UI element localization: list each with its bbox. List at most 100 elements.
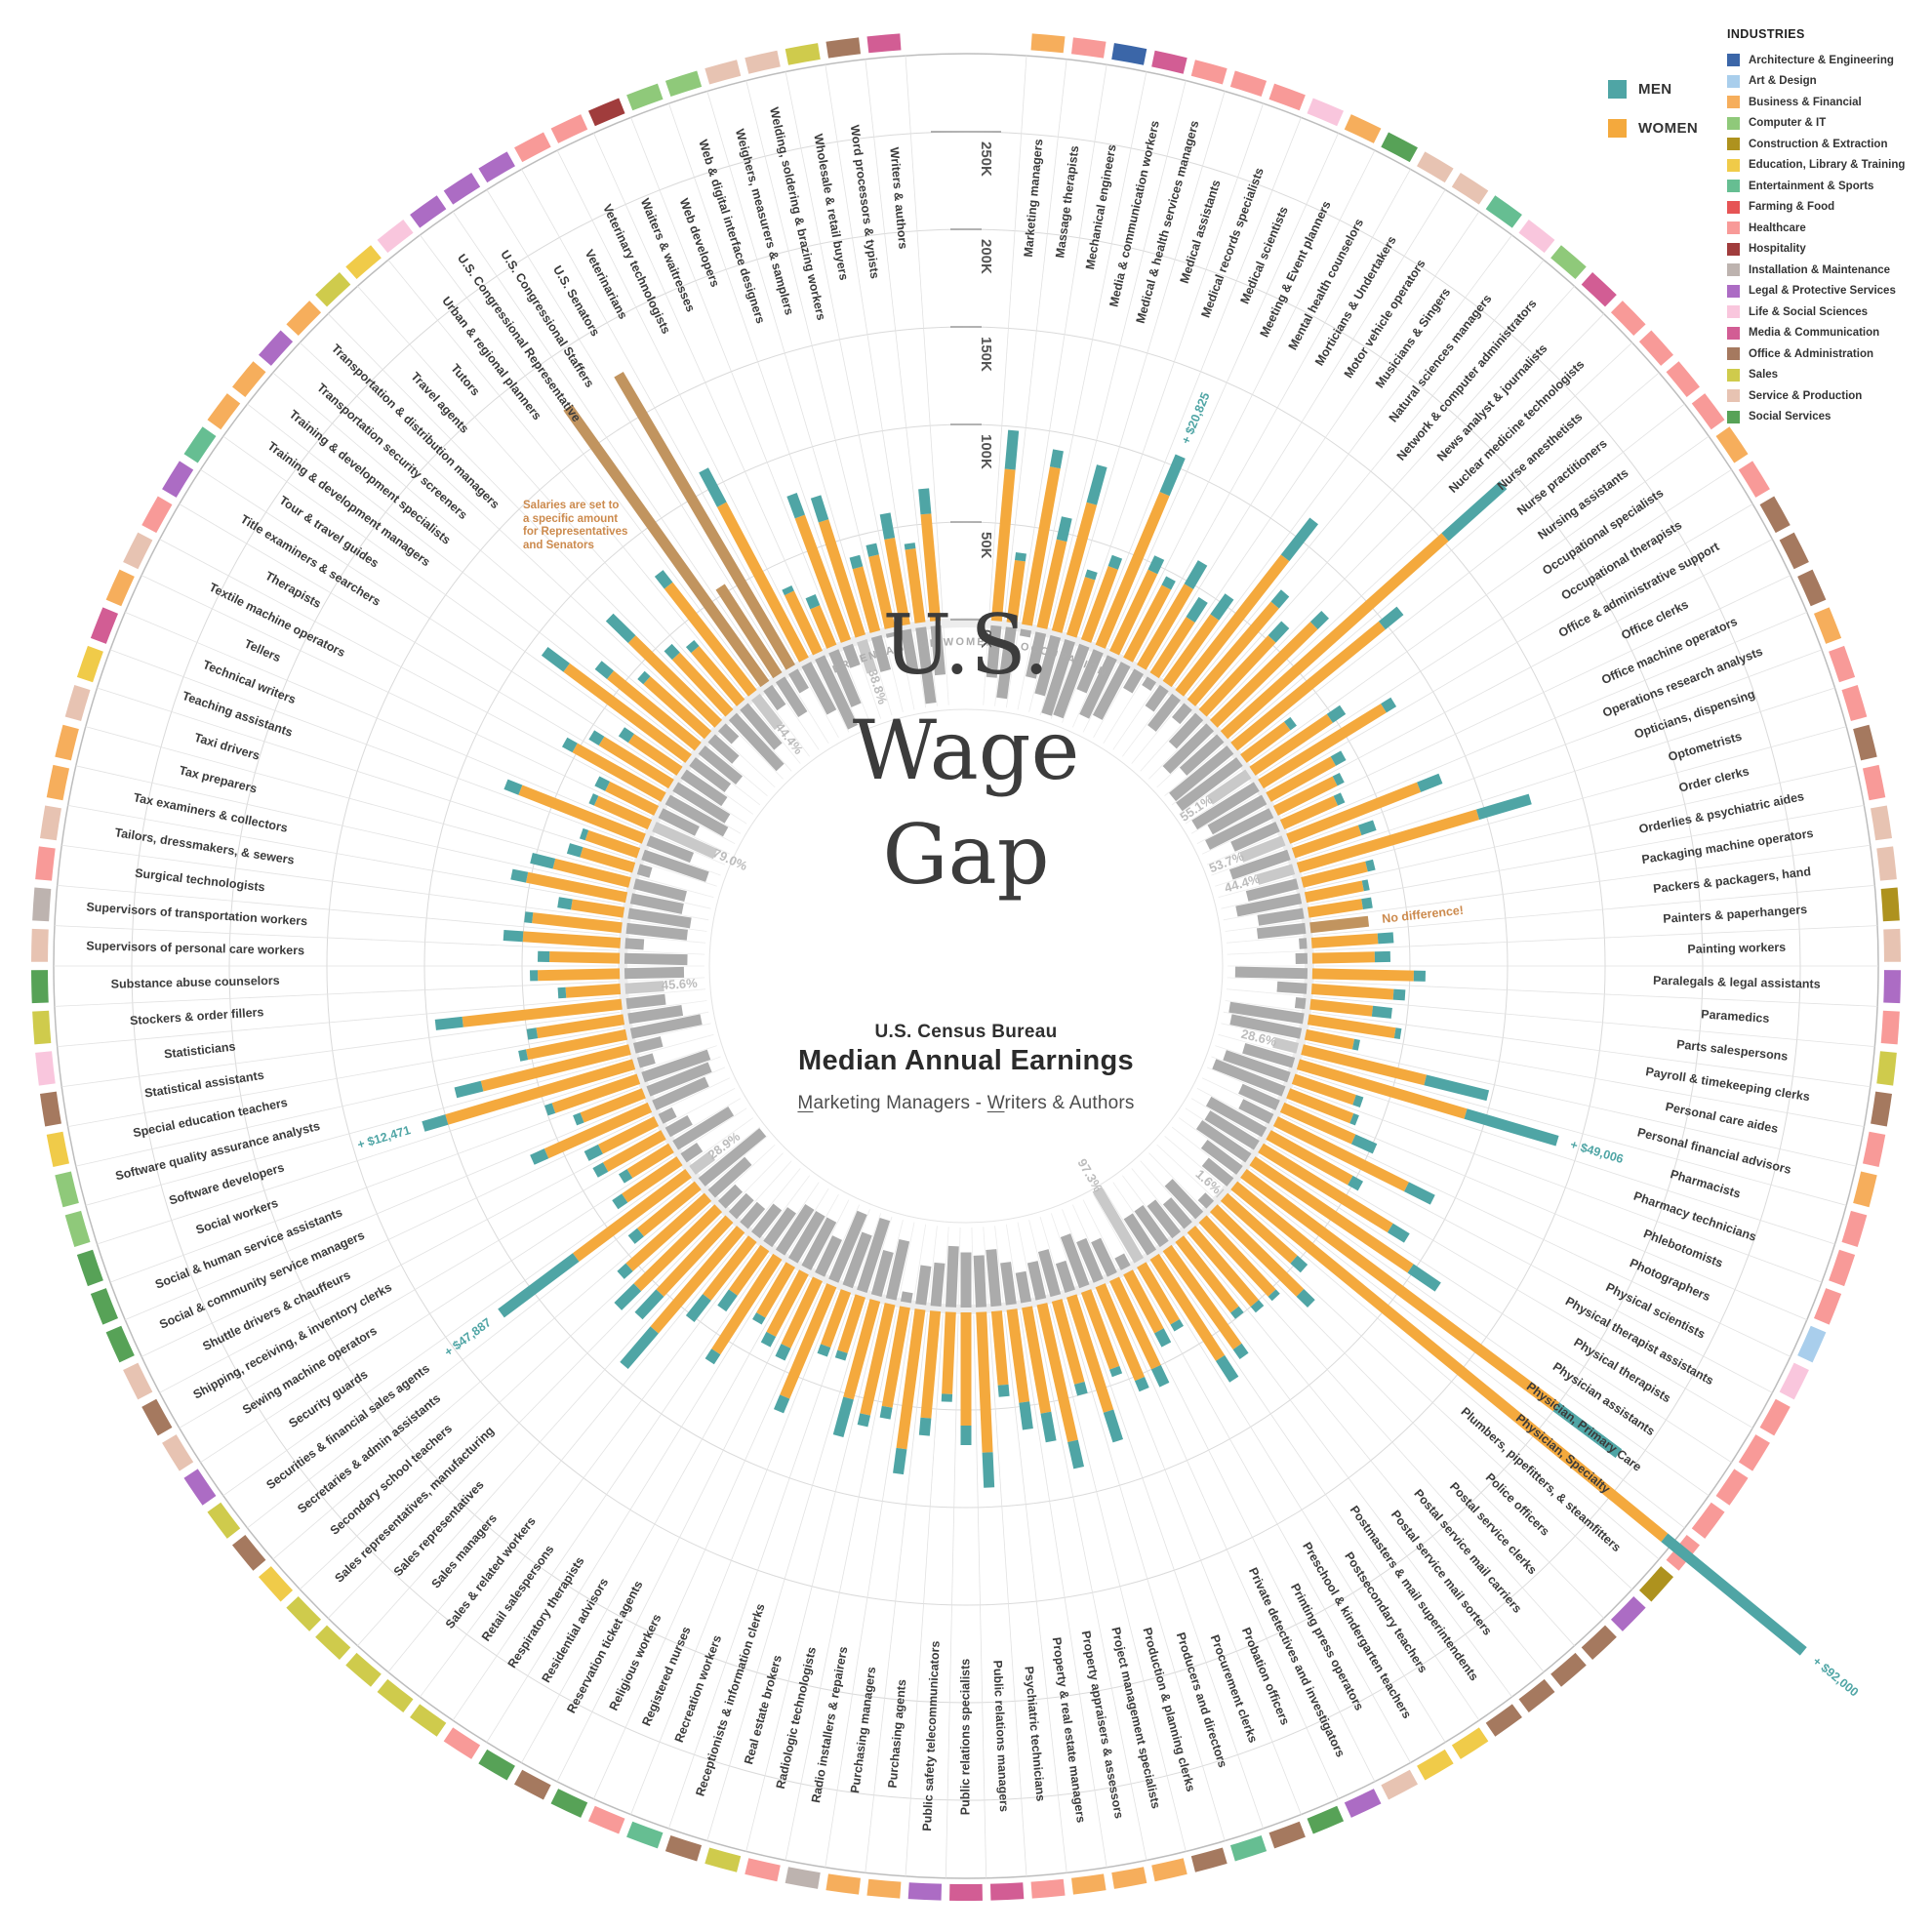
spoke-gridline	[593, 1284, 825, 1799]
industry-label: Life & Social Sciences	[1749, 305, 1869, 318]
men-gap-bar	[530, 853, 556, 869]
occupation-spoke	[524, 911, 688, 941]
spoke-gridline	[1240, 1181, 1685, 1529]
industry-ring-segment	[259, 330, 294, 366]
occupation-spoke	[1207, 750, 1347, 835]
occupation-label: Mental health counselors	[1286, 217, 1367, 352]
pct-women-bar	[636, 864, 653, 878]
women-earnings-bar	[860, 1303, 896, 1416]
occupation-label: Real estate brokers	[742, 1654, 785, 1766]
inner-spoke-gridline	[1164, 745, 1225, 797]
occupation-spoke	[664, 643, 785, 772]
occupation-spoke	[434, 993, 666, 1030]
inner-spoke-gridline	[717, 1144, 776, 1199]
occupation-spoke	[752, 1210, 825, 1325]
men-gap-bar	[584, 1144, 603, 1161]
men-gap-bar	[1393, 1027, 1402, 1039]
inner-spoke-gridline	[898, 632, 915, 710]
occupation-spoke	[1238, 1099, 1435, 1205]
spoke-gridline	[1148, 1263, 1446, 1743]
inner-spoke-gridline	[1227, 977, 1306, 982]
occupation-label: Motor vehicle operators	[1342, 257, 1429, 381]
men-gap-bar	[941, 1393, 953, 1402]
men-gap-bar	[699, 467, 727, 507]
spoke-gridline	[125, 1101, 645, 1320]
men-gap-bar	[1661, 1533, 1807, 1656]
inner-spoke-gridline	[800, 668, 839, 739]
occupation-spoke	[422, 1053, 656, 1132]
spoke-gridline	[1136, 169, 1411, 662]
inner-spoke-gridline	[707, 745, 768, 797]
men-gap-bar	[805, 594, 821, 610]
occupation-spoke	[562, 737, 729, 837]
men-gap-bar	[1004, 429, 1020, 470]
women-earnings-bar	[563, 663, 692, 763]
inner-spoke-gridline	[883, 636, 904, 712]
inner-spoke-gridline	[1050, 644, 1077, 719]
pct-women-bar	[689, 757, 732, 792]
spoke-gridline	[706, 1301, 867, 1841]
men-gap-bar	[817, 1344, 831, 1357]
industry-ring-segment	[1853, 724, 1877, 761]
men-gap-bar	[1232, 1343, 1249, 1359]
industry-ring-segment	[1151, 50, 1187, 74]
occupation-label: Paramedics	[1701, 1007, 1770, 1026]
men-gap-bar	[1349, 1112, 1359, 1126]
spoke-gridline	[667, 1296, 853, 1830]
industry-ring-segment	[1829, 645, 1856, 683]
pct-women-bar	[1053, 643, 1090, 719]
occupation-spoke	[498, 1151, 715, 1318]
occupation-label: Nurse practitioners	[1514, 436, 1610, 517]
spoke-gridline	[1019, 64, 1107, 622]
women-earnings-bar	[784, 590, 823, 656]
men-gap-bar	[1374, 950, 1391, 963]
pct-women-bar	[973, 1255, 986, 1308]
pct-women-bar	[1295, 952, 1308, 965]
women-earnings-bar	[711, 1253, 783, 1355]
axis-tick-label: 0K	[978, 629, 994, 648]
spoke-gridline	[1122, 1277, 1376, 1783]
occupation-label: Office machine operators	[1599, 615, 1739, 687]
industry-ring-segment	[1691, 393, 1725, 430]
women-earnings-bar	[636, 1181, 702, 1237]
pct-women-bar	[1076, 649, 1104, 694]
pct-women-bar	[1238, 1099, 1274, 1124]
women-earnings-bar	[1209, 622, 1318, 728]
women-earnings-bar	[1266, 1130, 1353, 1186]
spoke-gridline	[200, 1155, 673, 1463]
men-gap-bar	[594, 776, 611, 791]
pct-women-bar	[986, 624, 1002, 678]
inner-spoke-gridline	[1140, 712, 1193, 772]
spoke-gridline	[1293, 1086, 1823, 1283]
men-gap-bar	[1387, 1223, 1410, 1243]
occupation-spoke	[1176, 716, 1297, 812]
industry-ring-segment	[410, 1704, 447, 1737]
industry-color-swatch	[1727, 305, 1740, 319]
spoke-gridline	[905, 1314, 944, 1876]
no-difference-bar	[614, 371, 795, 670]
industry-color-swatch	[1727, 263, 1740, 277]
pct-women-bar	[641, 849, 709, 882]
spoke-gridline	[1210, 1215, 1605, 1619]
men-gap-bar	[775, 1344, 791, 1361]
pct-women-bar	[624, 952, 688, 966]
inner-spoke-gridline	[1122, 1175, 1170, 1239]
pct-women-bar	[632, 1036, 664, 1054]
inner-spoke-gridline	[728, 722, 784, 780]
occupation-spoke	[973, 1255, 995, 1488]
industry-color-swatch	[1727, 116, 1740, 130]
industry-color-swatch	[1727, 96, 1740, 109]
occupation-spoke	[605, 613, 740, 745]
pct-women-bar	[1019, 628, 1032, 638]
axis-tick-label: 200K	[978, 239, 994, 274]
women-earnings-bar	[1296, 1059, 1468, 1119]
spoke-gridline	[1309, 804, 1865, 906]
industry-ring-segment	[1268, 1821, 1306, 1849]
occupation-spoke	[1123, 560, 1208, 694]
occupation-label: Orderlies & psychiatric aides	[1637, 789, 1805, 836]
industry-ring-segment	[345, 1652, 382, 1687]
women-earnings-bar	[881, 1306, 910, 1408]
industry-ring-segment	[587, 1805, 625, 1834]
men-gap-bar	[557, 897, 573, 910]
